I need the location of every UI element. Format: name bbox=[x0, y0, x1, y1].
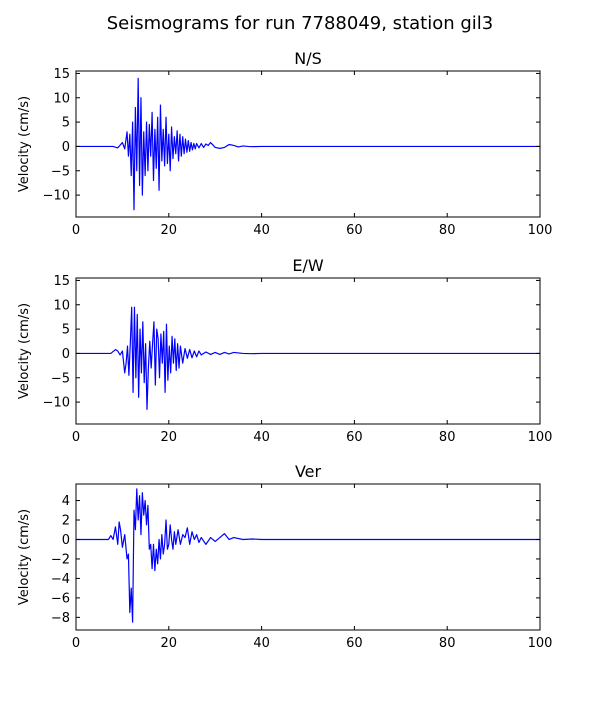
chart-ver-ytick-label: 4 bbox=[62, 494, 70, 509]
chart-ew-xtick-label: 20 bbox=[161, 430, 178, 445]
chart-ns-ytick-label: 5 bbox=[62, 116, 70, 131]
chart-ns-xtick-label: 60 bbox=[346, 223, 363, 238]
chart-ew-ytick-label: 5 bbox=[62, 323, 70, 338]
chart-ns-ylabel: Velocity (cm/s) bbox=[17, 96, 32, 192]
chart-ew-xtick-label: 40 bbox=[253, 430, 270, 445]
chart-ns-xtick-label: 100 bbox=[528, 223, 553, 238]
chart-ew: E/W Velocity (cm/s) 0 20 40 60 80 100 −10 −5 0 5 10 1… bbox=[17, 256, 552, 445]
chart-ver-xtick-label: 80 bbox=[439, 636, 456, 651]
chart-ver-ytick-label: 2 bbox=[62, 514, 70, 529]
chart-ver-ytick-label: −4 bbox=[51, 572, 70, 587]
chart-ns-xtick-label: 80 bbox=[439, 223, 456, 238]
chart-ns-frame bbox=[75, 70, 541, 218]
chart-ew-ytick-label: 10 bbox=[53, 298, 70, 313]
chart-ver-ytick-label: −8 bbox=[51, 611, 70, 626]
chart-ew-xtick-label: 60 bbox=[346, 430, 363, 445]
chart-ns-ytick-label: −5 bbox=[51, 164, 70, 179]
chart-ew-ytick-label: 0 bbox=[62, 347, 70, 362]
chart-ew-xtick-label: 80 bbox=[439, 430, 456, 445]
chart-ver-ytick-label: 0 bbox=[62, 533, 70, 548]
chart-ver-ytick-label: −2 bbox=[51, 552, 70, 567]
chart-ver-ylabel: Velocity (cm/s) bbox=[17, 509, 32, 605]
chart-ns-ytick-label: −10 bbox=[43, 189, 70, 204]
chart-ns: N/S Velocity (cm/s) 0 20 40 60 80 100 −10 −5 0 5 10 1… bbox=[17, 49, 552, 238]
chart-ew-series-line bbox=[76, 306, 540, 410]
chart-ver-xtick-label: 100 bbox=[528, 636, 553, 651]
chart-ns-title: N/S bbox=[294, 49, 322, 68]
chart-ew-ylabel: Velocity (cm/s) bbox=[17, 303, 32, 399]
chart-ew-xtick-label: 0 bbox=[72, 430, 80, 445]
chart-ns-series-line bbox=[76, 77, 540, 211]
chart-ver-ytick-label: −6 bbox=[51, 591, 70, 606]
chart-ver-title: Ver bbox=[295, 462, 322, 481]
chart-ns-xtick-label: 0 bbox=[72, 223, 80, 238]
chart-ns-xtick-label: 20 bbox=[161, 223, 178, 238]
chart-ver-xtick-label: 60 bbox=[346, 636, 363, 651]
chart-ns-ytick-label: 15 bbox=[53, 67, 70, 82]
chart-ns-ytick-label: 0 bbox=[62, 140, 70, 155]
chart-ew-frame bbox=[75, 277, 541, 425]
chart-ver-series-line bbox=[76, 488, 540, 623]
figure-title: Seismograms for run 7788049, station gil… bbox=[107, 13, 493, 34]
chart-ew-ytick-label: −5 bbox=[51, 371, 70, 386]
chart-ver: Ver Velocity (cm/s) 0 20 40 60 80 100 −8 −6 −4 −2 0 2… bbox=[17, 462, 552, 651]
chart-ver-xtick-label: 20 bbox=[161, 636, 178, 651]
chart-ns-ytick-label: 10 bbox=[53, 91, 70, 106]
chart-ver-xtick-label: 0 bbox=[72, 636, 80, 651]
chart-ver-frame bbox=[75, 483, 541, 631]
chart-ew-ytick-label: 15 bbox=[53, 274, 70, 289]
chart-ns-xtick-label: 40 bbox=[253, 223, 270, 238]
chart-ew-xtick-label: 100 bbox=[528, 430, 553, 445]
chart-ver-xtick-label: 40 bbox=[253, 636, 270, 651]
chart-ew-ytick-label: −10 bbox=[43, 396, 70, 411]
chart-ew-title: E/W bbox=[292, 256, 324, 275]
